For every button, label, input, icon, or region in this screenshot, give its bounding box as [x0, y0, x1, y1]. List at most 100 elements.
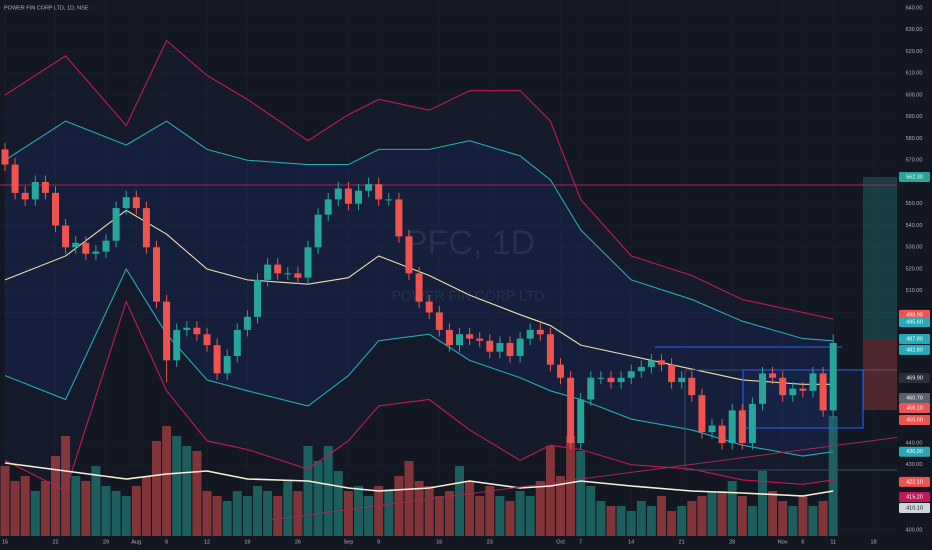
volume-bar — [20, 476, 30, 536]
candle-body — [829, 342, 837, 411]
candle-body — [385, 199, 393, 201]
volume-bar — [263, 491, 273, 536]
candle-body — [163, 301, 171, 361]
volume-bar — [626, 511, 636, 536]
x-tick-label: Oct — [556, 539, 565, 545]
candle-body — [395, 199, 403, 237]
candle-body — [627, 371, 635, 378]
candle-body — [698, 395, 706, 433]
volume-bar — [657, 496, 666, 536]
price-tag — [899, 334, 930, 345]
volume-bar — [808, 506, 818, 536]
candle-body — [92, 251, 100, 254]
candle-body — [425, 301, 433, 313]
candle-body — [82, 242, 90, 254]
candle-body — [274, 264, 282, 274]
candle-body — [102, 240, 110, 252]
x-tick-label: 9 — [377, 539, 380, 545]
candle-body — [193, 327, 201, 335]
price-tag-label: 422.10 — [906, 479, 923, 485]
volume-bar — [192, 451, 202, 536]
candle-body — [486, 340, 494, 352]
grid — [0, 0, 897, 536]
volume-bar — [202, 491, 212, 536]
volume-bar — [61, 436, 71, 536]
candle-body — [405, 236, 413, 274]
x-tick-label: 18 — [871, 539, 877, 545]
volume-bar — [717, 491, 727, 536]
volume-bar — [556, 476, 565, 536]
volume-bar — [778, 501, 788, 536]
volume-bar — [545, 446, 555, 536]
x-tick-label: 29 — [103, 539, 109, 545]
candle-body — [31, 182, 39, 200]
candle-body — [233, 329, 241, 356]
candle-body — [546, 334, 554, 365]
candle-body — [617, 377, 625, 383]
volume-bar — [566, 436, 576, 536]
volume-bar — [465, 481, 475, 536]
candle-body — [72, 242, 80, 248]
candles — [1, 142, 837, 450]
candle-body — [688, 377, 696, 396]
volume-bar — [596, 501, 606, 536]
price-tag-label: 495.60 — [906, 320, 923, 326]
volume-bar — [343, 491, 353, 536]
candle-body — [112, 208, 120, 241]
price-tag-label: 450.60 — [906, 417, 923, 423]
volume-bar — [747, 506, 757, 536]
candle-body — [809, 373, 817, 391]
candle-body — [355, 190, 362, 204]
y-tick-label: 580.00 — [906, 136, 923, 142]
price-tag — [899, 317, 930, 328]
price-tag-label: 456.10 — [906, 405, 923, 411]
candle-body — [415, 273, 423, 302]
volume-bar — [40, 481, 50, 536]
price-tag — [899, 372, 930, 383]
volume-ma-line — [4, 462, 834, 497]
candle-body — [435, 312, 443, 330]
position-profit — [863, 177, 897, 340]
candle-body — [254, 279, 261, 317]
price-tag-label: 498.90 — [906, 312, 923, 318]
y-tick-label: 620.00 — [906, 49, 923, 55]
y-tick-label: 590.00 — [906, 114, 923, 120]
x-tick-label: 16 — [436, 539, 442, 545]
candle-body — [334, 188, 342, 200]
y-tick-label: 430.00 — [906, 462, 923, 468]
volume-bar — [444, 491, 454, 536]
candle-body — [21, 192, 29, 200]
candle-body — [223, 356, 231, 374]
x-tick-label: 26 — [295, 539, 301, 545]
volume-bar — [828, 416, 838, 536]
volume-bar — [354, 486, 363, 536]
price-tag-label: 410.10 — [906, 505, 923, 511]
price-tag — [899, 503, 930, 514]
price-tag-label: 562.30 — [906, 174, 923, 180]
y-tick-label: 640.00 — [906, 5, 923, 11]
volume-bar — [283, 481, 293, 536]
candle-body — [122, 197, 130, 209]
y-tick-label: 550.00 — [906, 201, 923, 207]
price-tag-label: 482.80 — [906, 347, 923, 353]
volume-bar — [30, 491, 40, 536]
candle-body — [264, 264, 272, 280]
price-tag — [899, 491, 930, 502]
x-tick-label: 15 — [2, 539, 8, 545]
volume-bar — [101, 486, 111, 536]
candle-body — [759, 373, 766, 404]
price-tag-label: 487.80 — [906, 336, 923, 342]
x-tick-label: Sep — [344, 539, 354, 545]
x-tick-label: 14 — [628, 539, 634, 545]
y-tick-label: 440.00 — [906, 440, 923, 446]
volume — [0, 416, 838, 536]
volume-bar — [818, 501, 828, 536]
price-tag — [899, 476, 930, 487]
y-tick-label: 540.00 — [906, 223, 923, 229]
candle-body — [597, 377, 605, 379]
candle-body — [466, 334, 474, 339]
price-tag-label: 415.20 — [906, 494, 923, 500]
candle-body — [203, 334, 211, 346]
candle-body — [526, 329, 534, 339]
volume-bar — [10, 481, 20, 536]
